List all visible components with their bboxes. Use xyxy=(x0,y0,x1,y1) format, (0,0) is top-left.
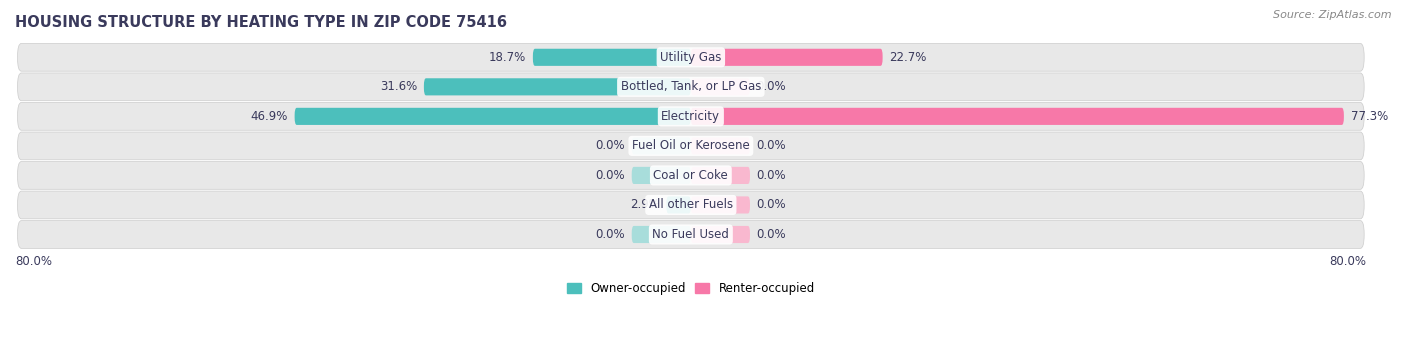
FancyBboxPatch shape xyxy=(533,49,690,66)
FancyBboxPatch shape xyxy=(690,108,1344,125)
FancyBboxPatch shape xyxy=(690,226,749,243)
FancyBboxPatch shape xyxy=(690,78,749,95)
FancyBboxPatch shape xyxy=(631,226,690,243)
Text: Coal or Coke: Coal or Coke xyxy=(654,169,728,182)
Text: 0.0%: 0.0% xyxy=(756,139,786,152)
Text: 0.0%: 0.0% xyxy=(756,198,786,211)
Text: 2.9%: 2.9% xyxy=(630,198,659,211)
Text: HOUSING STRUCTURE BY HEATING TYPE IN ZIP CODE 75416: HOUSING STRUCTURE BY HEATING TYPE IN ZIP… xyxy=(15,15,508,30)
Text: 0.0%: 0.0% xyxy=(756,228,786,241)
Text: 0.0%: 0.0% xyxy=(595,169,624,182)
Text: 0.0%: 0.0% xyxy=(595,139,624,152)
Text: 0.0%: 0.0% xyxy=(756,169,786,182)
FancyBboxPatch shape xyxy=(17,43,1364,71)
FancyBboxPatch shape xyxy=(17,73,1364,101)
Text: Electricity: Electricity xyxy=(661,110,720,123)
Text: All other Fuels: All other Fuels xyxy=(648,198,733,211)
Text: Source: ZipAtlas.com: Source: ZipAtlas.com xyxy=(1274,10,1392,20)
FancyBboxPatch shape xyxy=(17,103,1364,130)
Text: 0.0%: 0.0% xyxy=(756,80,786,93)
Text: 46.9%: 46.9% xyxy=(250,110,288,123)
Text: No Fuel Used: No Fuel Used xyxy=(652,228,730,241)
FancyBboxPatch shape xyxy=(17,221,1364,248)
Text: 77.3%: 77.3% xyxy=(1351,110,1388,123)
Text: 18.7%: 18.7% xyxy=(489,51,526,64)
FancyBboxPatch shape xyxy=(17,191,1364,219)
FancyBboxPatch shape xyxy=(690,196,749,213)
Text: 0.0%: 0.0% xyxy=(595,228,624,241)
FancyBboxPatch shape xyxy=(666,196,690,213)
FancyBboxPatch shape xyxy=(690,137,749,154)
Text: 22.7%: 22.7% xyxy=(890,51,927,64)
Text: 80.0%: 80.0% xyxy=(1330,255,1367,268)
Legend: Owner-occupied, Renter-occupied: Owner-occupied, Renter-occupied xyxy=(567,282,815,295)
Text: Utility Gas: Utility Gas xyxy=(661,51,721,64)
Text: Bottled, Tank, or LP Gas: Bottled, Tank, or LP Gas xyxy=(620,80,761,93)
FancyBboxPatch shape xyxy=(690,167,749,184)
FancyBboxPatch shape xyxy=(17,132,1364,160)
FancyBboxPatch shape xyxy=(690,49,883,66)
FancyBboxPatch shape xyxy=(423,78,690,95)
Text: Fuel Oil or Kerosene: Fuel Oil or Kerosene xyxy=(631,139,749,152)
FancyBboxPatch shape xyxy=(295,108,690,125)
FancyBboxPatch shape xyxy=(631,167,690,184)
Text: 31.6%: 31.6% xyxy=(380,80,418,93)
FancyBboxPatch shape xyxy=(631,137,690,154)
Text: 80.0%: 80.0% xyxy=(15,255,52,268)
FancyBboxPatch shape xyxy=(17,162,1364,189)
